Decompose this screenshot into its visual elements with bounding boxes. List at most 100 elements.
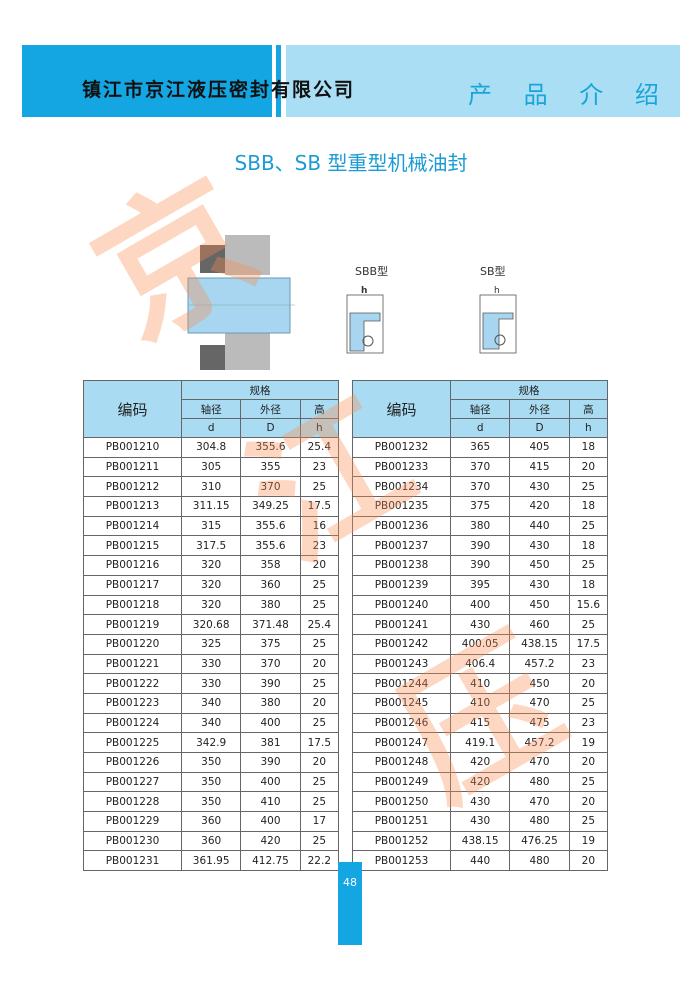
shaft-diameter: 430: [449, 791, 511, 813]
shaft-diameter: 420: [449, 752, 511, 773]
table-row: PB001246 415 475 23: [352, 712, 609, 734]
shaft-diameter: 361.95: [180, 850, 242, 872]
outer-diameter: 412.75: [240, 850, 301, 872]
height: 23: [299, 535, 340, 557]
shaft-diameter: 440: [449, 850, 511, 872]
outer-diameter: 400: [240, 712, 301, 734]
height: 25: [568, 692, 609, 714]
table-row: PB001220 325 375 25: [83, 633, 340, 655]
table-row: PB001215 317.5 355.6 23: [83, 535, 340, 557]
shaft-diameter: 320.68: [180, 614, 242, 635]
outer-diameter: 470: [509, 692, 570, 714]
part-code: PB001232: [352, 437, 451, 458]
part-code: PB001233: [352, 456, 451, 478]
outer-diameter: 390: [240, 673, 301, 694]
outer-diameter: 476.25: [509, 830, 570, 852]
header-bar-dark: [22, 45, 272, 117]
sbb-profile: [349, 312, 381, 352]
part-code: PB001234: [352, 476, 451, 498]
outer-diameter: 390: [240, 752, 301, 773]
section-title: 产 品 介 绍: [468, 81, 671, 109]
table-row: PB001217 320 360 25: [83, 574, 340, 596]
part-code: PB001224: [83, 712, 182, 734]
shaft-diameter: 311.15: [180, 496, 242, 517]
outer-diameter: 420: [240, 830, 301, 852]
shaft-diameter: 315: [180, 515, 242, 537]
shaft-diameter: 370: [449, 476, 511, 498]
table-row: PB001247 419.1 457.2 19: [352, 732, 609, 753]
shaft-diameter: 410: [449, 692, 511, 714]
height: 25: [299, 633, 340, 655]
height: 25: [299, 830, 340, 852]
height: 25: [568, 771, 609, 793]
shaft-diameter: 360: [180, 811, 242, 832]
outer-diameter: 355.6: [240, 535, 301, 557]
table-row: PB001211 305 355 23: [83, 456, 340, 478]
height: 25: [299, 476, 340, 498]
part-code: PB001235: [352, 496, 451, 517]
outer-diameter: 410: [240, 791, 301, 813]
outer-diameter: 355.6: [240, 515, 301, 537]
part-code: PB001211: [83, 456, 182, 478]
outer-diameter: 470: [509, 791, 570, 813]
shaft-diameter: 430: [449, 614, 511, 635]
height: 25: [299, 574, 340, 596]
height: 16: [299, 515, 340, 537]
shaft-diameter: 317.5: [180, 535, 242, 557]
table-row: PB001216 320 358 20: [83, 555, 340, 576]
outer-diameter: 460: [509, 614, 570, 635]
height: 20: [299, 752, 340, 773]
part-code: PB001214: [83, 515, 182, 537]
part-code: PB001215: [83, 535, 182, 557]
part-code: PB001217: [83, 574, 182, 596]
shaft-diameter: 400.05: [449, 633, 511, 655]
table-row: PB001226 350 390 20: [83, 752, 340, 773]
table-row: PB001251 430 480 25: [352, 811, 609, 832]
height: 18: [568, 574, 609, 596]
outer-diameter: 380: [240, 594, 301, 616]
outer-diameter: 405: [509, 437, 570, 458]
height: 25: [299, 791, 340, 813]
table-row: PB001253 440 480 20: [352, 850, 609, 872]
part-code: PB001218: [83, 594, 182, 616]
table-row: PB001225 342.9 381 17.5: [83, 732, 340, 753]
shaft-diameter: 380: [449, 515, 511, 537]
col-spec: 规格: [181, 380, 339, 400]
table-row: PB001213 311.15 349.25 17.5: [83, 496, 340, 517]
outer-diameter: 380: [240, 692, 301, 714]
table-row: PB001232 365 405 18: [352, 437, 609, 458]
part-code: PB001240: [352, 594, 451, 616]
part-code: PB001236: [352, 515, 451, 537]
part-code: PB001245: [352, 692, 451, 714]
table-row: PB001221 330 370 20: [83, 653, 340, 675]
page-title: SBB、SB 型重型机械油封: [234, 151, 468, 175]
housing-top: [200, 245, 225, 273]
part-code: PB001243: [352, 653, 451, 675]
table-row: PB001222 330 390 25: [83, 673, 340, 694]
shaft-diameter: 340: [180, 712, 242, 734]
table-row: PB001228 350 410 25: [83, 791, 340, 813]
outer-diameter: 450: [509, 555, 570, 576]
height: 25: [299, 673, 340, 694]
outer-diameter: 480: [509, 850, 570, 872]
height: 20: [299, 653, 340, 675]
part-code: PB001221: [83, 653, 182, 675]
shaft-diameter: 430: [449, 811, 511, 832]
table-row: PB001250 430 470 20: [352, 791, 609, 813]
shaft: [187, 277, 291, 334]
table-row: PB001244 410 450 20: [352, 673, 609, 694]
col-code: 编码: [83, 380, 182, 438]
part-code: PB001253: [352, 850, 451, 872]
shaft-diameter: 325: [180, 633, 242, 655]
table-row: PB001252 438.15 476.25 19: [352, 830, 609, 852]
part-code: PB001239: [352, 574, 451, 596]
height: 25: [299, 771, 340, 793]
shaft-diameter: 420: [449, 771, 511, 793]
height: 25: [568, 555, 609, 576]
table-row: PB001229 360 400 17: [83, 811, 340, 832]
outer-diameter: 457.2: [509, 653, 570, 675]
outer-diameter: 381: [240, 732, 301, 753]
outer-diameter: 480: [509, 771, 570, 793]
